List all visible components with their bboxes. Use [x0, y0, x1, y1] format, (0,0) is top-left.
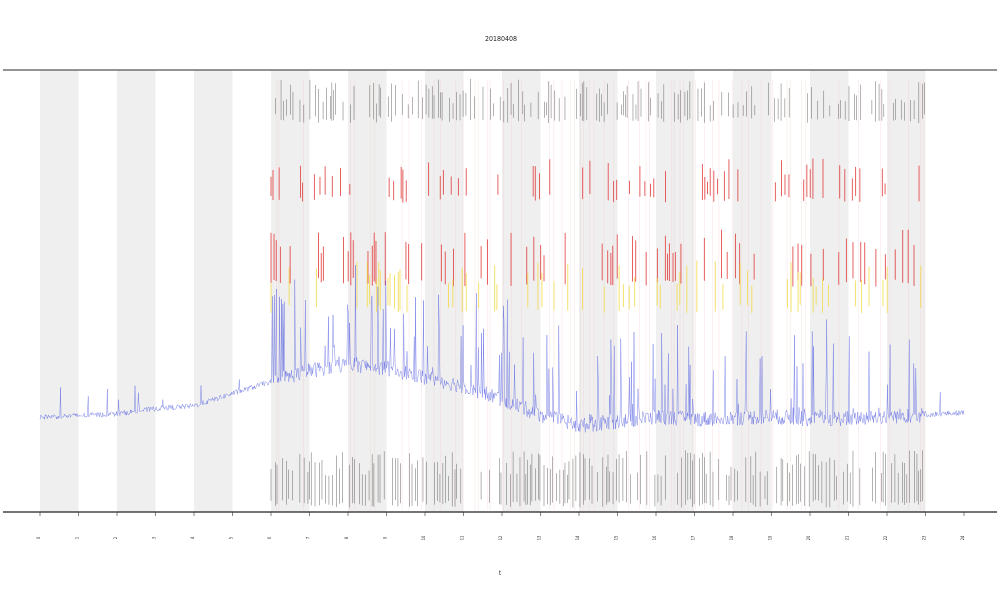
x-axis-label: t	[499, 570, 501, 577]
shaded-band-3	[271, 70, 310, 512]
x-tick-label-19: 19	[768, 535, 773, 540]
x-tick-label-17: 17	[691, 536, 696, 541]
series-line-0	[39, 265, 965, 433]
x-tick-label-22: 22	[883, 536, 888, 541]
chart-title: 20180408	[485, 35, 517, 43]
shaded-bands	[40, 70, 926, 512]
x-tick-label-23: 23	[922, 536, 927, 541]
x-tick-label-20: 20	[806, 535, 811, 540]
x-tick-label-6: 6	[267, 536, 272, 539]
x-tick-label-7: 7	[306, 537, 311, 539]
x-ticks: 0 1 2 3 4 5 6 7 8 9 10 11 12 13 14 15 16 17 18 19 20 21 22 23 24	[36, 512, 965, 540]
x-tick-label-15: 15	[614, 536, 619, 541]
shaded-band-11	[887, 70, 926, 512]
shaded-band-2	[194, 70, 233, 512]
x-tick-label-21: 21	[845, 536, 850, 541]
x-tick-label-12: 12	[498, 536, 503, 541]
x-tick-label-5: 5	[229, 537, 234, 539]
x-tick-label-13: 13	[537, 536, 542, 541]
shaded-band-5	[425, 70, 464, 512]
shaded-band-7	[579, 70, 618, 512]
event-markers	[270, 79, 925, 510]
x-tick-label-10: 10	[421, 535, 426, 540]
x-tick-label-4: 4	[190, 536, 195, 539]
x-tick-label-18: 18	[729, 535, 734, 540]
x-tick-label-3: 3	[152, 537, 157, 539]
x-tick-label-9: 9	[383, 536, 388, 539]
shaded-band-8	[656, 70, 695, 512]
x-tick-label-11: 11	[460, 536, 465, 541]
x-tick-label-8: 8	[344, 536, 349, 539]
x-tick-label-24: 24	[960, 535, 965, 540]
x-tick-label-0: 0	[36, 536, 41, 539]
x-tick-label-14: 14	[575, 535, 580, 540]
x-tick-label-1: 1	[75, 537, 80, 539]
shaded-band-1	[117, 70, 156, 512]
series-layer	[39, 265, 965, 433]
x-tick-label-16: 16	[652, 535, 657, 540]
shaded-band-0	[40, 70, 79, 512]
x-tick-label-2: 2	[113, 537, 118, 539]
